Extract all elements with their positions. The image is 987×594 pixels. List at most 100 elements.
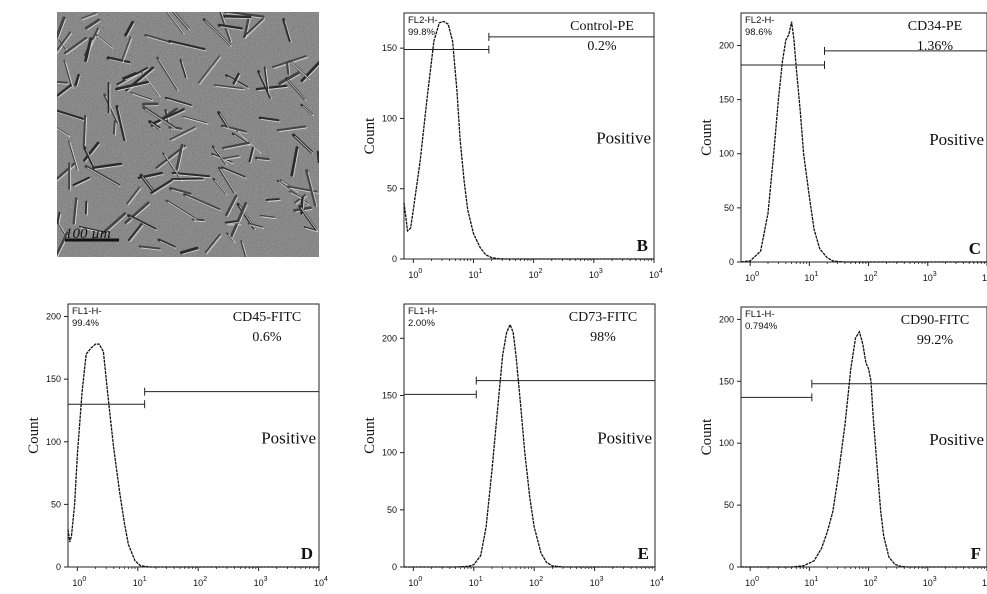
cell-halo [183,117,209,125]
y-tick-label: 0 [729,562,734,572]
cell-halo [74,178,91,187]
gate-label: FL1-H- [72,306,102,317]
x-tick-label: 101 [469,576,483,588]
cell-halo [131,93,154,102]
cell-halo [249,224,265,229]
cell-halo [260,118,281,123]
y-tick-label: 100 [382,448,397,458]
y-axis-label: Count [362,416,378,454]
cell-shape [229,201,248,238]
cell-shape [57,231,69,257]
x-tick-label: 104 [314,576,328,588]
cell-shape [316,150,319,164]
x-tick-label: 101 [804,271,818,283]
cell-halo [158,58,180,92]
y-tick-label: 150 [719,95,734,105]
cell-halo [288,63,291,76]
cell-shape [83,146,97,170]
cell-shape [221,141,250,149]
cell-halo [242,241,248,257]
cell-halo [104,214,127,235]
cell-shape [57,161,77,180]
cell-shape [150,108,185,126]
cell-shape [115,80,149,91]
cell-shape [255,84,288,91]
cell-halo [226,222,239,225]
histogram-curve [67,343,319,568]
y-axis-label: Count [26,416,42,454]
cell-halo [129,216,157,231]
y-tick-label: 150 [46,374,61,384]
x-tick-label: 103 [589,268,603,280]
cell-halo [65,61,74,90]
panel-letter: B [637,236,648,255]
cell-shape [197,55,221,84]
cell-halo [87,20,101,31]
y-tick-label: 200 [46,312,61,322]
cell-shape [84,37,93,62]
cell-halo [284,20,292,43]
histogram-curve [404,322,655,568]
cell-shape [84,18,101,30]
cell-shape [169,186,192,196]
cell-halo [84,116,88,148]
cell-shape [290,146,299,177]
panel-letter: E [638,544,649,563]
cell-halo [74,199,79,226]
cell-halo [300,207,318,232]
cell-halo [181,61,188,79]
x-tick-label: 101 [133,576,147,588]
panel-marker-percent: 0.6% [252,330,282,345]
cell-halo [219,113,229,128]
cell-shape [254,156,270,161]
histogram-panel-b: 0 50 100 150 100 101 102 103 104 Count FL2-H-99.8%… [362,12,663,280]
cell-shape [156,56,179,91]
x-tick-label: 103 [254,576,268,588]
cell-halo [117,83,150,91]
cell-shape [124,201,150,224]
cell-halo [257,159,271,162]
scale-bar: 100 µm [65,226,119,242]
cell-shape [92,162,122,170]
cell-halo [82,13,99,21]
cell-halo [220,168,236,195]
y-tick-label: 200 [382,333,397,343]
cell-shape [169,126,196,141]
cell-halo [257,86,289,92]
cell-halo [124,74,138,81]
gate-percent: 98.6% [745,27,772,38]
y-tick-label: 200 [719,40,734,50]
cell-halo [259,72,273,100]
cell-shape [126,186,141,205]
cell-shape [232,72,240,85]
cell-shape [175,143,184,171]
y-tick-label: 50 [724,203,734,213]
cell-shape [276,125,307,132]
y-tick-label: 0 [392,254,397,264]
cell-shape [213,84,244,90]
y-axis-label: Count [699,118,715,156]
cell-shape [57,84,72,97]
cell-halo [280,73,301,86]
y-tick-label: 150 [382,390,397,400]
y-axis-label: Count [699,418,715,456]
y-tick-label: 100 [46,437,61,447]
x-tick-label: 104 [982,576,987,588]
x-tick-label: 101 [804,576,818,588]
cell-shape [183,193,221,211]
cell-shape [217,166,236,194]
cell-shape [57,31,71,52]
x-tick-label: 102 [529,268,543,280]
cell-halo [86,39,93,63]
cell-shape [278,71,300,85]
cell-shape [191,218,205,222]
cell-shape [282,18,292,43]
cell-halo [150,122,161,130]
cell-halo [307,171,318,207]
cell-shape [122,72,138,80]
panel-letter: F [971,544,981,563]
cell-halo [85,143,101,163]
x-tick-label: 104 [650,576,664,588]
cell-halo [220,26,244,31]
cell-halo [57,163,77,182]
